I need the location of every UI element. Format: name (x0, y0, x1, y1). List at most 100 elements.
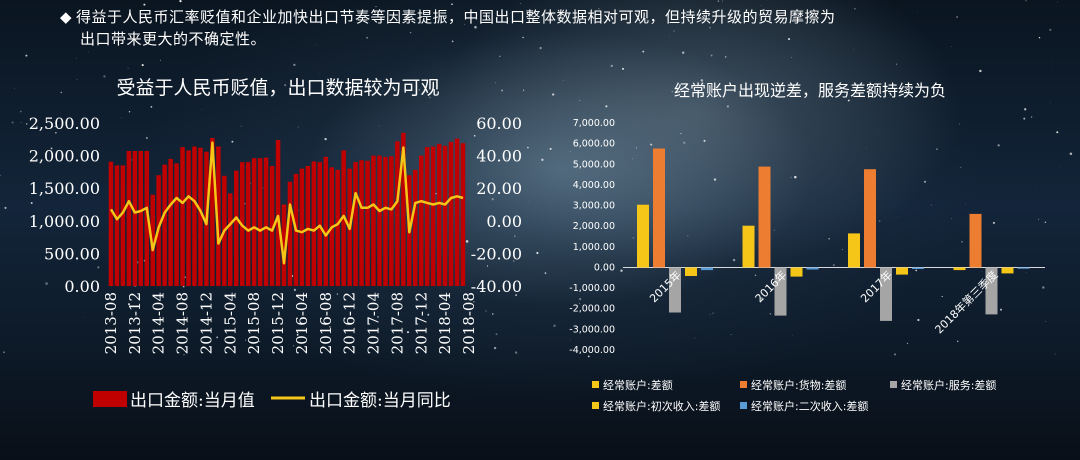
star-dot (463, 23, 465, 25)
star-dot (293, 288, 296, 291)
star-dot (694, 337, 696, 339)
star-dot (1030, 116, 1033, 118)
star-dot (297, 126, 299, 128)
star-dot (376, 315, 380, 318)
star-dot (45, 282, 48, 285)
star-dot (451, 3, 453, 6)
star-dot (878, 220, 881, 222)
star-dot (129, 158, 132, 162)
star-dot (622, 67, 624, 70)
star-dot (55, 132, 57, 134)
star-dot (709, 314, 711, 316)
star-dot (0, 174, 1, 177)
star-dot (605, 105, 608, 108)
star-dot (418, 89, 420, 91)
star-dot (522, 36, 524, 39)
star-dot (853, 48, 855, 50)
star-dot (1025, 0, 1027, 2)
star-dot (847, 99, 850, 102)
star-dot (682, 51, 685, 54)
star-dot (97, 266, 100, 269)
star-dot (794, 175, 797, 179)
star-dot (296, 334, 299, 336)
star-dot (406, 331, 410, 334)
star-dot (146, 79, 148, 82)
star-dot (961, 241, 963, 243)
star-dot (451, 40, 454, 43)
star-dot (722, 0, 724, 2)
star-dot (388, 89, 390, 91)
summary-line-1: 得益于人民币汇率贬值和企业加快出口节奏等因素提振，中国出口整体数据相对可观，但持… (76, 8, 836, 26)
star-dot (284, 84, 287, 87)
summary-line-2: 出口带来更大的不确定性。 (80, 30, 267, 48)
star-dot (293, 63, 296, 67)
star-dot (366, 36, 369, 39)
star-dot (832, 264, 835, 267)
star-dot (324, 137, 327, 141)
star-dot (83, 316, 84, 318)
star-dot (515, 294, 517, 296)
star-dot (1045, 321, 1047, 323)
star-dot (145, 136, 148, 140)
star-dot (243, 202, 246, 205)
star-dot (300, 15, 304, 18)
star-dot (978, 288, 980, 289)
star-dot (336, 293, 339, 295)
star-dot (501, 89, 504, 92)
star-dot (703, 139, 706, 142)
star-dot (290, 274, 294, 278)
star-dot (930, 204, 932, 206)
star-dot (730, 334, 732, 335)
star-dot (632, 237, 635, 239)
star-dot (717, 0, 720, 2)
star-dot (544, 272, 547, 274)
star-dot (923, 180, 927, 183)
star-dot (958, 123, 960, 125)
star-dot (60, 91, 63, 94)
star-dot (539, 46, 542, 50)
star-dot (372, 252, 374, 255)
star-dot (11, 121, 14, 124)
star-dot (906, 342, 909, 345)
star-dot (773, 229, 775, 231)
star-dot (915, 269, 918, 272)
star-dot (600, 203, 602, 205)
star-dot (787, 38, 791, 41)
star-dot (19, 110, 22, 113)
star-dot (491, 198, 494, 201)
star-dot (409, 31, 412, 34)
star-dot (642, 50, 645, 53)
star-dot (25, 54, 28, 57)
star-dot (266, 271, 268, 272)
star-dot (553, 324, 556, 327)
star-dot (143, 3, 146, 6)
star-dot (473, 135, 476, 137)
star-dot (901, 268, 904, 270)
star-dot (353, 183, 355, 184)
star-dot (136, 261, 139, 264)
star-dot (710, 54, 713, 57)
star-dot (1069, 152, 1073, 156)
star-dot (709, 26, 711, 29)
star-dot (562, 80, 564, 81)
star-dot (936, 148, 938, 150)
star-dot (292, 345, 295, 347)
star-dot (198, 236, 200, 238)
star-dot (1038, 36, 1041, 39)
star-dot (75, 57, 77, 59)
star-dot (499, 55, 501, 58)
star-dot (941, 295, 943, 298)
star-dot (1042, 286, 1045, 289)
star-dot (579, 303, 581, 305)
star-dot (200, 307, 203, 309)
star-dot (182, 285, 185, 288)
star-dot (956, 16, 959, 18)
star-dot (979, 69, 982, 73)
star-dot (127, 67, 129, 69)
star-dot (541, 158, 544, 161)
star-dot (570, 339, 571, 340)
star-dot (4, 206, 7, 209)
star-dot (30, 202, 33, 204)
star-dot (372, 226, 374, 228)
